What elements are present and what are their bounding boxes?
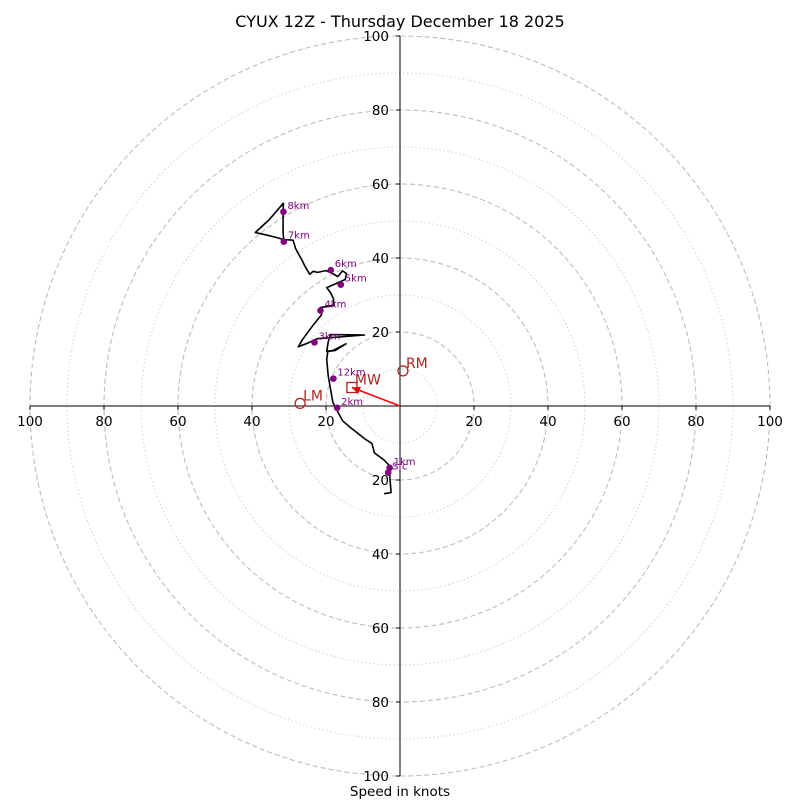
x-tick-label: 60 [613, 414, 630, 430]
x-tick-label: 80 [95, 414, 112, 430]
height-marker-1km [386, 464, 393, 472]
height-marker-2km [333, 404, 341, 412]
height-marker-5km [337, 281, 345, 288]
height-marker-7km [280, 238, 288, 246]
x-axis-label: Speed in knots [350, 784, 450, 800]
height-label-sfc: Sfc [392, 462, 407, 473]
x-tick-label: 100 [757, 414, 783, 430]
height-label-5km: 5km [345, 274, 367, 285]
x-tick-label: 20 [317, 414, 334, 430]
chart-title: CYUX 12Z - Thursday December 18 2025 [235, 12, 564, 31]
y-tick-label: 40 [372, 547, 389, 563]
x-tick-label: 40 [243, 414, 260, 430]
storm-motion-markers: RM LM MW [294, 356, 428, 410]
y-tick-label: 20 [372, 325, 389, 341]
height-marker-8km [280, 208, 287, 216]
x-tick-label: 60 [169, 414, 186, 430]
height-label-3km: 3km [319, 331, 341, 342]
hodograph-trace-group [254, 202, 392, 495]
x-tick-label: 40 [539, 414, 556, 430]
x-tick-label: 20 [465, 414, 482, 430]
height-marker-6km [327, 266, 335, 274]
y-tick-label: 60 [372, 621, 389, 637]
y-tick-label: 100 [363, 29, 389, 45]
axis-ticks: 100 80 60 40 20 20 40 60 80 100 100 80 60 40 20 20 40 60 8… [17, 29, 783, 785]
mean-wind-vector [351, 386, 401, 407]
y-tick-label: 40 [372, 251, 389, 267]
height-marker-3km [311, 339, 318, 346]
x-tick-label: 80 [687, 414, 704, 430]
lm-marker [294, 397, 306, 410]
mw-label: MW [355, 373, 381, 389]
rm-marker [397, 365, 409, 377]
x-tick-label: 100 [17, 414, 43, 430]
height-label-2km: 2km [341, 397, 363, 408]
y-tick-label: 100 [363, 769, 389, 785]
y-tick-label: 80 [372, 103, 389, 119]
height-label-8km: 8km [287, 201, 309, 212]
height-label-6km: 6km [335, 259, 357, 270]
height-label-7km: 7km [288, 231, 310, 242]
rm-label: RM [406, 356, 428, 372]
mw-marker [346, 381, 358, 394]
y-tick-label: 80 [372, 695, 389, 711]
height-label-1km: 1km [394, 457, 416, 468]
height-marker-12km [330, 375, 337, 382]
height-label-12km: 12km [337, 368, 365, 379]
hodograph-trace [254, 202, 392, 495]
y-tick-label: 20 [372, 473, 389, 489]
lm-label: LM [303, 388, 323, 404]
height-label-4km: 4km [324, 300, 346, 311]
height-marker-4km [317, 307, 324, 314]
y-tick-label: 60 [372, 177, 389, 193]
